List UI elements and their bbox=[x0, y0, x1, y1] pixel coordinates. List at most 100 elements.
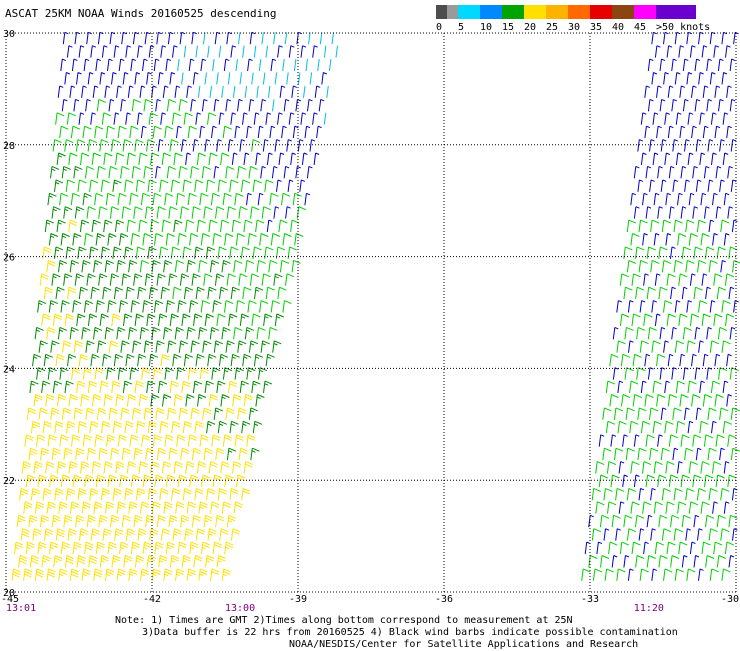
wind-barb bbox=[283, 234, 292, 246]
wind-barb bbox=[697, 220, 706, 232]
wind-barb bbox=[70, 502, 79, 514]
wind-barb bbox=[293, 193, 302, 205]
wind-barb bbox=[90, 421, 99, 433]
wind-barb bbox=[198, 86, 200, 98]
wind-barb bbox=[713, 193, 718, 205]
wind-barb bbox=[183, 180, 192, 192]
wind-barb bbox=[59, 502, 68, 514]
wind-barb bbox=[723, 113, 728, 125]
wind-barb bbox=[111, 448, 120, 460]
wind-barb bbox=[686, 220, 695, 232]
wind-barb bbox=[96, 301, 105, 313]
wind-barb bbox=[286, 274, 295, 286]
wind-barb bbox=[693, 435, 702, 447]
wind-barb bbox=[37, 435, 46, 447]
wind-barb bbox=[75, 207, 84, 219]
wind-barb bbox=[127, 395, 135, 407]
wind-barb bbox=[52, 448, 61, 460]
wind-barb bbox=[643, 502, 652, 514]
wind-barb bbox=[672, 368, 677, 380]
wind-barb bbox=[252, 73, 254, 85]
wind-barb bbox=[271, 301, 280, 313]
wind-barb bbox=[258, 126, 263, 138]
wind-barb bbox=[83, 435, 92, 447]
wind-barb bbox=[632, 314, 641, 326]
wind-barb bbox=[201, 59, 206, 71]
wind-barb bbox=[211, 193, 220, 205]
wind-barb bbox=[636, 287, 645, 299]
wind-barb bbox=[218, 488, 227, 500]
wind-barb bbox=[695, 99, 700, 111]
wind-barb bbox=[292, 260, 301, 272]
wind-barb bbox=[643, 462, 652, 474]
wind-barb bbox=[717, 515, 726, 527]
wind-barb bbox=[139, 153, 148, 165]
wind-barb bbox=[61, 542, 69, 554]
wind-barb bbox=[174, 220, 183, 232]
wind-barb bbox=[704, 166, 709, 178]
wind-barb bbox=[243, 46, 245, 58]
wind-barb bbox=[612, 556, 617, 568]
wind-barb bbox=[671, 556, 680, 568]
wind-barb bbox=[200, 193, 209, 205]
wind-barb bbox=[628, 569, 633, 581]
wind-barb bbox=[165, 126, 174, 138]
wind-barb bbox=[248, 234, 257, 246]
wind-barb bbox=[109, 99, 114, 111]
wind-barb bbox=[65, 314, 74, 326]
wind-barb bbox=[617, 569, 626, 581]
wind-barb bbox=[232, 220, 241, 232]
wind-barb bbox=[690, 314, 699, 326]
wind-barb bbox=[727, 126, 732, 138]
wind-barb bbox=[681, 207, 686, 219]
wind-barb bbox=[76, 448, 85, 460]
wind-barb bbox=[137, 113, 142, 125]
wind-barb bbox=[644, 314, 653, 326]
wind-barb bbox=[183, 421, 192, 433]
wind-barb bbox=[674, 529, 683, 541]
wind-barb bbox=[271, 59, 276, 71]
wind-barb bbox=[90, 488, 99, 500]
wind-barb bbox=[651, 220, 660, 232]
wind-barb bbox=[648, 99, 653, 111]
wind-barb bbox=[681, 166, 686, 178]
wind-barb bbox=[204, 32, 206, 44]
wind-barb bbox=[59, 569, 67, 581]
wind-barb bbox=[720, 408, 729, 420]
wind-barb bbox=[658, 166, 663, 178]
wind-barb bbox=[626, 448, 635, 460]
wind-barb bbox=[56, 529, 64, 541]
wind-barb bbox=[17, 515, 26, 527]
wind-barb bbox=[636, 515, 645, 527]
wind-barb bbox=[108, 301, 117, 313]
wind-barb bbox=[56, 354, 65, 366]
wind-barb bbox=[730, 327, 735, 339]
wind-barb bbox=[138, 354, 147, 366]
wind-barb bbox=[94, 260, 103, 272]
wind-barb bbox=[270, 193, 279, 205]
wind-barb bbox=[596, 502, 605, 514]
wind-barb bbox=[606, 381, 615, 393]
wind-barb bbox=[274, 274, 283, 286]
wind-barb bbox=[181, 448, 190, 460]
wind-barb bbox=[236, 301, 245, 313]
wind-barb bbox=[223, 193, 232, 205]
wind-barb bbox=[197, 153, 206, 165]
wind-barb bbox=[30, 381, 39, 393]
wind-barb bbox=[232, 153, 237, 165]
wind-barb bbox=[675, 73, 680, 85]
wind-barb bbox=[689, 193, 694, 205]
wind-barb bbox=[95, 193, 104, 205]
wind-barb bbox=[164, 260, 173, 272]
wind-barb bbox=[81, 462, 90, 474]
wind-barb bbox=[222, 569, 231, 581]
wind-barb bbox=[92, 153, 101, 165]
wind-barb bbox=[51, 408, 60, 420]
wind-barb bbox=[141, 126, 146, 138]
wind-barb bbox=[69, 220, 78, 232]
wind-barb bbox=[66, 488, 75, 500]
wind-barb bbox=[617, 301, 622, 313]
wind-barb bbox=[202, 166, 211, 178]
wind-barb bbox=[174, 395, 183, 407]
wind-barb bbox=[332, 32, 334, 44]
